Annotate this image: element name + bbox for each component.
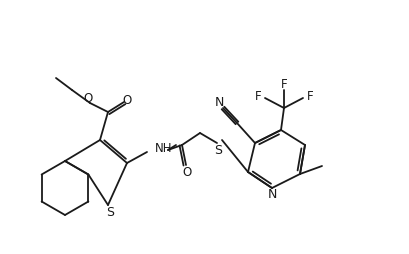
Text: O: O: [182, 166, 192, 179]
Text: N: N: [214, 97, 224, 109]
Text: O: O: [83, 92, 92, 105]
Text: F: F: [255, 90, 261, 103]
Text: F: F: [307, 90, 313, 103]
Text: S: S: [214, 144, 222, 156]
Text: F: F: [281, 77, 287, 90]
Text: O: O: [122, 94, 132, 107]
Text: S: S: [106, 205, 114, 218]
Text: NH: NH: [155, 141, 173, 154]
Text: N: N: [267, 187, 276, 200]
